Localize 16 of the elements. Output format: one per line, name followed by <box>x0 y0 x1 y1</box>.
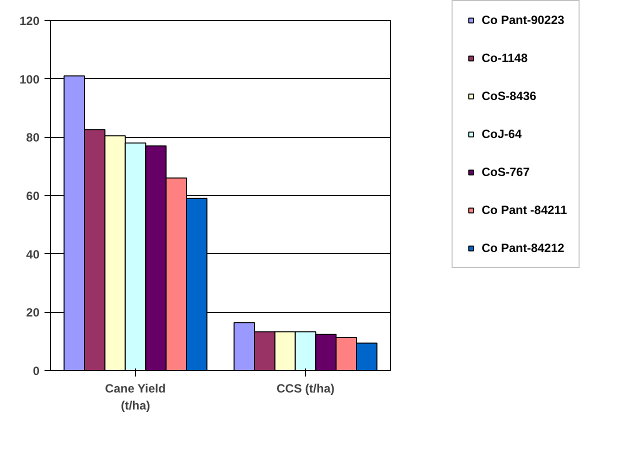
y-tick-label: 120 <box>19 14 40 28</box>
y-tick-label: 80 <box>26 130 40 145</box>
legend-label: Co-1148 <box>482 51 528 65</box>
legend-label: Co Pant-84212 <box>482 241 564 255</box>
legend-label: Co Pant -84211 <box>482 203 567 217</box>
y-tick-label: 60 <box>26 189 40 203</box>
x-tick-label: Cane Yield (t/ha) <box>105 382 166 412</box>
x-tick-label: CCS (t/ha) <box>276 382 334 396</box>
y-tick-label: 100 <box>19 72 40 86</box>
legend-label: CoS-8436 <box>482 89 536 103</box>
legend-label: Co Pant-90223 <box>482 13 564 27</box>
y-tick-label: 20 <box>26 306 40 320</box>
legend-label: CoS-767 <box>482 165 530 179</box>
y-tick-label: 0 <box>32 364 40 378</box>
y-tick-label: 40 <box>26 247 40 262</box>
legend-label: CoJ-64 <box>482 127 522 141</box>
